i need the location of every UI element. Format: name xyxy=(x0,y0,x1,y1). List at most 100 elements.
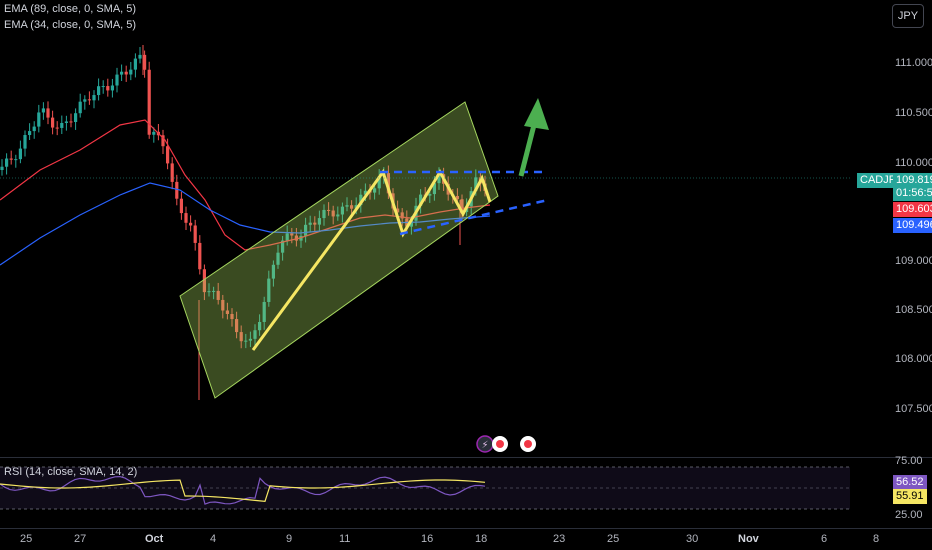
ema34-value-badge: 109.603 xyxy=(893,202,932,217)
rsi-value-badge: 56.52 xyxy=(893,475,927,490)
candle-body xyxy=(235,319,239,333)
candle-body xyxy=(400,212,404,219)
candle-body xyxy=(474,177,478,192)
candle-body xyxy=(221,299,225,311)
candle-body xyxy=(340,206,344,215)
candle-body xyxy=(138,54,142,59)
lightning-icon[interactable]: ⚡ xyxy=(476,435,494,453)
rsi-tick: 25.00 xyxy=(895,509,923,521)
candle-body xyxy=(363,190,367,195)
candle-body xyxy=(161,135,165,147)
rsi-legend[interactable]: RSI (14, close, SMA, 14, 2) xyxy=(4,466,138,478)
candle-body xyxy=(322,209,326,219)
candle-body xyxy=(147,69,151,135)
candle-body xyxy=(331,210,335,217)
rsi-ma-value-badge: 55.91 xyxy=(893,489,927,504)
ascending-channel[interactable] xyxy=(179,101,499,399)
rsi-chart[interactable] xyxy=(0,459,850,529)
candle-body xyxy=(409,220,413,227)
candle-body xyxy=(396,208,400,213)
price-tick: 111.000 xyxy=(895,57,932,69)
candle-body xyxy=(60,122,64,128)
price-tick: 109.000 xyxy=(895,255,932,267)
candle-body xyxy=(41,108,45,113)
time-tick: 11 xyxy=(339,533,351,545)
candle-body xyxy=(170,163,174,182)
time-axis-separator xyxy=(0,528,932,529)
dividend-icon[interactable] xyxy=(520,436,536,452)
candle-body xyxy=(377,176,381,189)
candle-body xyxy=(327,209,331,211)
candle-body xyxy=(14,159,18,161)
candle-body xyxy=(276,252,280,265)
candle-body xyxy=(225,310,229,314)
up-arrow-icon[interactable] xyxy=(518,98,549,177)
price-tick: 107.500 xyxy=(895,403,932,415)
zigzag-pattern[interactable] xyxy=(251,168,492,351)
candle-body xyxy=(258,321,262,331)
candle-body xyxy=(83,99,87,102)
candle-body xyxy=(28,131,32,136)
candle-body xyxy=(212,290,216,292)
candle-body xyxy=(101,86,105,88)
candle-body xyxy=(166,146,170,164)
candle-body xyxy=(5,158,9,167)
currency-button[interactable]: JPY xyxy=(892,4,924,28)
candle-body xyxy=(313,222,317,225)
candle-body xyxy=(253,330,257,339)
candle-body xyxy=(386,173,390,194)
candle-body xyxy=(64,121,68,123)
time-tick: 18 xyxy=(475,533,488,545)
candle-body xyxy=(92,95,96,101)
time-tick: 23 xyxy=(553,533,566,545)
dividend-icon[interactable] xyxy=(492,436,508,452)
time-tick: 9 xyxy=(286,533,293,545)
candle-body xyxy=(239,332,243,342)
rsi-ma-line xyxy=(0,479,486,502)
candle-body xyxy=(230,313,234,320)
candle-body xyxy=(290,233,294,236)
candle-body xyxy=(120,71,124,75)
time-tick: Oct xyxy=(145,533,164,545)
support-line[interactable] xyxy=(399,198,549,236)
ema89-value-badge: 109.496 xyxy=(893,218,932,233)
candle-body xyxy=(359,194,363,206)
candle-body xyxy=(37,112,41,127)
time-tick: 30 xyxy=(686,533,699,545)
candle-body xyxy=(317,218,321,225)
candle-body xyxy=(419,194,423,206)
svg-text:⚡: ⚡ xyxy=(481,440,488,451)
time-tick: 16 xyxy=(421,533,434,545)
candle-body xyxy=(78,101,82,114)
candle-body xyxy=(437,174,441,184)
candle-body xyxy=(110,85,114,91)
time-tick: 27 xyxy=(74,533,87,545)
candle-body xyxy=(281,240,285,253)
time-tick: 6 xyxy=(821,533,828,545)
rsi-tick: 75.00 xyxy=(895,455,923,467)
rsi-line xyxy=(0,476,486,505)
candle-body xyxy=(69,121,73,123)
pane-separator[interactable] xyxy=(0,457,932,458)
candle-body xyxy=(129,69,133,75)
candle-body xyxy=(0,166,4,170)
candle-body xyxy=(106,86,110,91)
candle-body xyxy=(18,148,22,160)
ema34-legend[interactable]: EMA (34, close, 0, SMA, 5) xyxy=(4,19,137,31)
candle-body xyxy=(179,198,183,214)
candle-body xyxy=(271,264,275,279)
candle-body xyxy=(432,183,436,195)
candle-body xyxy=(46,108,50,118)
candle-body xyxy=(460,199,464,213)
candle-body xyxy=(248,338,252,341)
price-chart[interactable]: ⚡ xyxy=(0,0,850,455)
candle-body xyxy=(143,54,147,70)
candle-body xyxy=(202,269,206,293)
price-tick: 110.500 xyxy=(895,107,932,119)
ema89-legend[interactable]: EMA (89, close, 0, SMA, 5) xyxy=(4,3,137,15)
candle-body xyxy=(74,113,78,123)
candle-body xyxy=(336,214,340,217)
candle-body xyxy=(87,99,91,101)
candle-body xyxy=(216,290,220,300)
ema34-line xyxy=(0,119,491,251)
